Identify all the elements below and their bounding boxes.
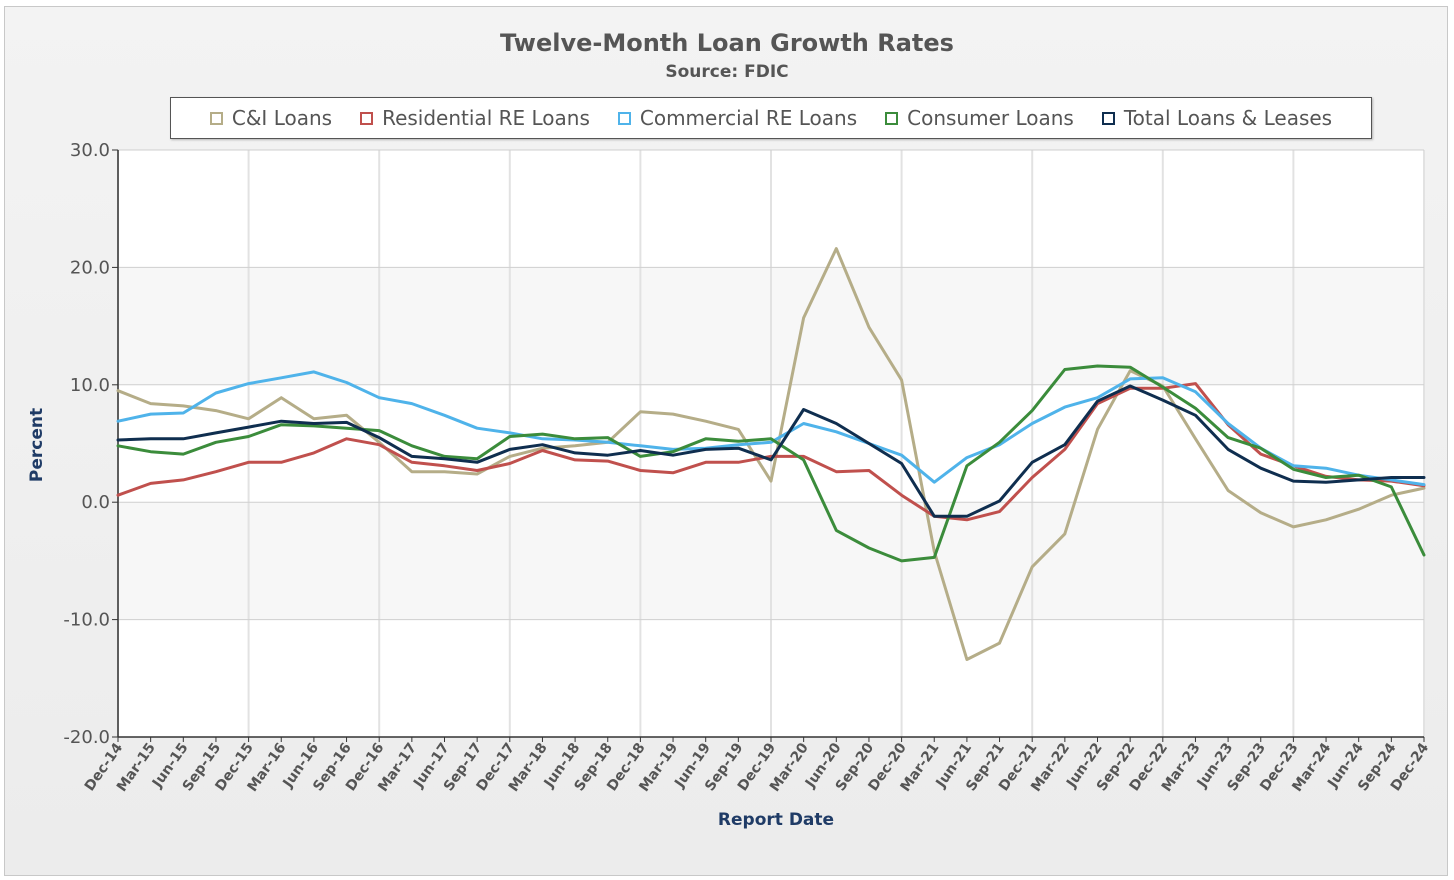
legend-label: Consumer Loans xyxy=(907,106,1074,130)
legend-swatch-icon xyxy=(209,111,223,125)
legend-swatch-icon xyxy=(360,111,374,125)
legend-swatch-icon xyxy=(1101,111,1115,125)
y-tick-label: 30.0 xyxy=(70,140,110,161)
legend-item-0[interactable]: C&I Loans xyxy=(209,106,333,130)
legend-item-1[interactable]: Residential RE Loans xyxy=(360,106,590,130)
y-tick-label: 10.0 xyxy=(70,375,110,396)
legend-label: Residential RE Loans xyxy=(382,106,590,130)
legend-label: Commercial RE Loans xyxy=(639,106,858,130)
y-tick-label: -20.0 xyxy=(63,727,110,748)
legend-label: Total Loans & Leases xyxy=(1123,106,1333,130)
series-line-1 xyxy=(116,382,1426,522)
x-axis-title: Report Date xyxy=(718,810,834,830)
y-tick-label: -10.0 xyxy=(63,610,110,631)
series-line-0 xyxy=(116,247,1426,661)
chart-subtitle: Source: FDIC xyxy=(665,62,789,82)
series-line-4 xyxy=(116,384,1426,518)
chart-title: Twelve-Month Loan Growth Rates xyxy=(500,29,954,57)
legend-swatch-icon xyxy=(617,111,631,125)
legend-item-3[interactable]: Consumer Loans xyxy=(885,106,1074,130)
y-tick-label: 20.0 xyxy=(70,257,110,278)
legend-item-4[interactable]: Total Loans & Leases xyxy=(1101,106,1333,130)
y-axis-title: Percent xyxy=(27,408,47,482)
legend-item-2[interactable]: Commercial RE Loans xyxy=(617,106,858,130)
series-line-2 xyxy=(116,370,1426,487)
legend-label: C&I Loans xyxy=(231,106,333,130)
chart-legend: C&I Loans Residential RE Loans Commercial … xyxy=(170,97,1372,139)
y-tick-label: 0.0 xyxy=(81,492,110,513)
legend-swatch-icon xyxy=(885,111,899,125)
series-line-3 xyxy=(116,364,1426,563)
